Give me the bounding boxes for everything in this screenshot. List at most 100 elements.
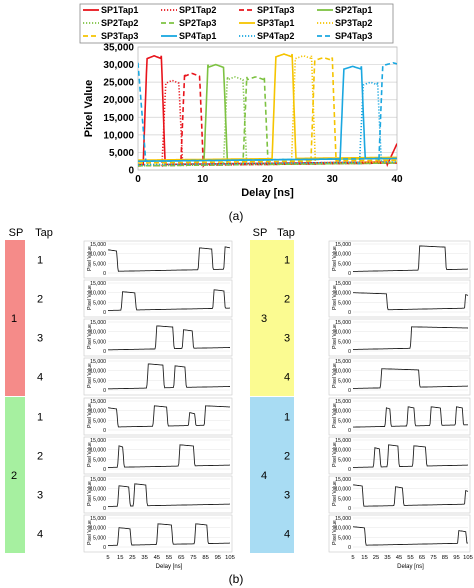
y-tick-label: 5,000 bbox=[109, 148, 134, 159]
tap-label: 2 bbox=[284, 451, 290, 463]
mini-plot-frame bbox=[83, 279, 233, 318]
mini-x-tick-label: 65 bbox=[178, 555, 184, 561]
mini-y-tick-label: 0 bbox=[348, 388, 351, 394]
mini-y-tick-label: 10,000 bbox=[335, 448, 351, 454]
legend-entry: SP2Tap1 bbox=[335, 5, 372, 15]
mini-y-tick-label: 10,000 bbox=[90, 448, 106, 454]
panel-a-label: (a) bbox=[229, 209, 244, 223]
mini-plot-frame bbox=[328, 436, 471, 475]
legend-box bbox=[79, 3, 394, 44]
mini-y-tick-label: 15,000 bbox=[90, 477, 106, 483]
mini-x-tick-label: 105 bbox=[463, 555, 473, 561]
mini-x-tick-label: 95 bbox=[215, 555, 221, 561]
mini-x-tick-label: 35 bbox=[384, 555, 390, 561]
mini-trace-sp3-tap2 bbox=[353, 292, 469, 311]
mini-y-tick-label: 15,000 bbox=[335, 359, 351, 365]
mini-y-tick-label: 0 bbox=[103, 467, 106, 473]
series-line-SP1Tap1 bbox=[138, 54, 397, 168]
mini-y-tick-label: 10,000 bbox=[335, 291, 351, 297]
mini-trace-sp4-tap1 bbox=[353, 406, 468, 428]
mini-y-tick-label: 0 bbox=[348, 349, 351, 355]
mini-y-tick-label: 0 bbox=[348, 545, 351, 551]
tap-label: 3 bbox=[37, 490, 43, 502]
mini-y-tick-label: 5,000 bbox=[338, 339, 351, 345]
mini-x-tick-label: 15 bbox=[117, 555, 123, 561]
mini-y-tick-label: 15,000 bbox=[90, 516, 106, 522]
series-line-SP4Tap2 bbox=[138, 81, 397, 166]
mini-trace-sp4-tap2 bbox=[352, 444, 468, 468]
sp-label: 1 bbox=[11, 313, 17, 325]
mini-y-tick-label: 0 bbox=[103, 349, 106, 355]
y-tick-label: 30,000 bbox=[103, 60, 134, 71]
mini-y-tick-label: 10,000 bbox=[90, 330, 106, 336]
legend-entry: SP3Tap3 bbox=[101, 31, 138, 41]
y-axis-label: Pixel Value bbox=[83, 80, 95, 137]
mini-trace-sp1-tap3 bbox=[108, 325, 230, 351]
mini-y-axis-label: Pixel Value bbox=[87, 442, 93, 467]
sp-label: 4 bbox=[261, 470, 267, 482]
mini-plot-frame bbox=[328, 318, 471, 357]
mini-trace-sp3-tap4 bbox=[352, 368, 468, 389]
mini-y-tick-label: 15,000 bbox=[90, 242, 106, 248]
mini-x-tick-label: 85 bbox=[202, 555, 208, 561]
mini-trace-sp2-tap4 bbox=[107, 523, 230, 546]
mini-plot-frame bbox=[83, 357, 233, 396]
mini-y-tick-label: 10,000 bbox=[90, 369, 106, 375]
mini-y-tick-label: 10,000 bbox=[335, 526, 351, 532]
mini-y-tick-label: 0 bbox=[103, 271, 106, 277]
mini-y-tick-label: 0 bbox=[348, 310, 351, 316]
mini-y-tick-label: 15,000 bbox=[335, 438, 351, 444]
y-tick-label: 10,000 bbox=[103, 130, 134, 141]
x-tick-label: 10 bbox=[197, 174, 209, 185]
mini-x-axis-label: Delay [ns] bbox=[397, 564, 424, 570]
mini-y-axis-label: Pixel Value bbox=[87, 481, 93, 506]
mini-y-axis-label: Pixel Value bbox=[87, 520, 93, 545]
mini-y-tick-label: 5,000 bbox=[338, 535, 351, 541]
x-tick-label: 30 bbox=[327, 174, 339, 185]
mini-y-tick-label: 10,000 bbox=[335, 369, 351, 375]
tap-label: 4 bbox=[284, 529, 290, 541]
mini-x-tick-label: 55 bbox=[166, 555, 172, 561]
mini-plot-frame bbox=[328, 514, 471, 553]
tap-label: 4 bbox=[37, 529, 43, 541]
mini-y-axis-label: Pixel Value bbox=[332, 363, 338, 388]
series-line-SP3Tap1 bbox=[138, 53, 397, 161]
mini-y-axis-label: Pixel Value bbox=[87, 324, 93, 349]
plot-frame bbox=[137, 46, 398, 171]
legend-entry: SP3Tap2 bbox=[335, 18, 372, 28]
mini-y-tick-label: 0 bbox=[103, 428, 106, 434]
mini-y-tick-label: 5,000 bbox=[338, 496, 351, 502]
mini-y-tick-label: 10,000 bbox=[90, 487, 106, 493]
mini-y-tick-label: 0 bbox=[348, 271, 351, 277]
legend-entry: SP4Tap2 bbox=[257, 31, 294, 41]
tap-label: 3 bbox=[284, 490, 290, 502]
sp-band-3 bbox=[250, 240, 294, 396]
mini-plot-frame bbox=[83, 397, 233, 436]
x-tick-label: 20 bbox=[262, 174, 274, 185]
y-tick-label: 25,000 bbox=[103, 78, 134, 89]
mini-plot-frame bbox=[83, 240, 233, 279]
tap-label: 2 bbox=[37, 451, 43, 463]
series-line-SP3Tap3 bbox=[138, 56, 397, 164]
mini-trace-sp3-tap3 bbox=[352, 326, 468, 350]
mini-y-tick-label: 10,000 bbox=[335, 487, 351, 493]
series-line-SP4Tap3 bbox=[138, 61, 397, 162]
mini-y-tick-label: 15,000 bbox=[90, 281, 106, 287]
mini-y-tick-label: 5,000 bbox=[93, 496, 106, 502]
sp-header: SP bbox=[253, 227, 268, 239]
x-tick-label: 0 bbox=[135, 174, 141, 185]
mini-y-tick-label: 15,000 bbox=[335, 516, 351, 522]
mini-y-axis-label: Pixel Value bbox=[332, 481, 338, 506]
mini-x-tick-label: 5 bbox=[106, 555, 109, 561]
mini-y-tick-label: 0 bbox=[103, 545, 106, 551]
tap-label: 4 bbox=[284, 372, 290, 384]
mini-y-tick-label: 5,000 bbox=[93, 378, 106, 384]
mini-trace-sp2-tap3 bbox=[107, 483, 230, 507]
sp-label: 2 bbox=[11, 470, 17, 482]
mini-y-tick-label: 0 bbox=[103, 388, 106, 394]
tap-header: Tap bbox=[35, 227, 53, 239]
y-tick-label: 35,000 bbox=[103, 43, 134, 54]
mini-plot-frame bbox=[83, 514, 233, 553]
mini-y-tick-label: 0 bbox=[348, 467, 351, 473]
